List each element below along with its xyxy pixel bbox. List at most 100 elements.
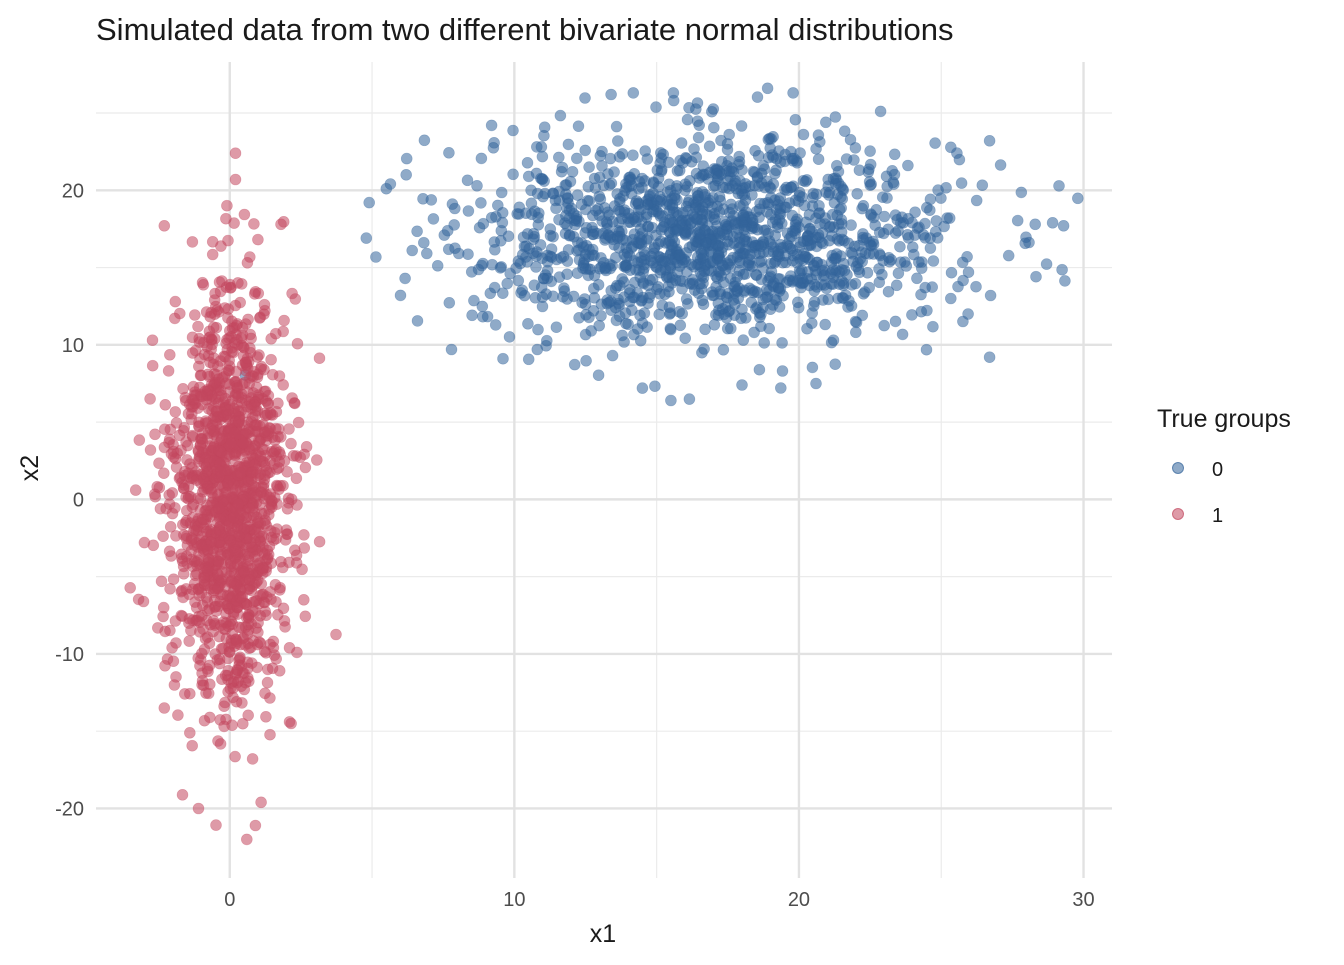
data-point-group-0 (625, 179, 638, 192)
data-point-group-0 (448, 202, 461, 215)
data-point-group-0 (721, 143, 734, 156)
data-point-group-1 (243, 574, 256, 586)
data-point-group-0 (417, 236, 430, 249)
data-point-group-0 (955, 177, 968, 189)
data-point-group-0 (662, 237, 675, 249)
data-point-group-0 (536, 150, 549, 163)
data-point-group-0 (582, 269, 595, 282)
data-point-group-0 (605, 177, 618, 190)
data-point-group-1 (215, 240, 227, 252)
data-point-group-1 (228, 217, 240, 229)
data-point-group-1 (137, 595, 150, 608)
data-point-group-1 (239, 356, 252, 369)
data-point-group-1 (255, 360, 268, 373)
data-point-group-1 (242, 709, 254, 722)
data-point-group-1 (177, 518, 189, 531)
data-point-group-1 (197, 513, 210, 526)
data-point-group-0 (708, 211, 720, 224)
data-point-group-1 (255, 486, 268, 499)
data-point-group-0 (638, 307, 651, 319)
data-point-group-1 (242, 672, 254, 684)
data-point-group-0 (1046, 217, 1059, 229)
data-point-group-1 (234, 508, 247, 520)
data-point-group-0 (733, 237, 746, 249)
data-point-group-0 (892, 267, 905, 280)
data-point-group-1 (214, 466, 227, 478)
data-point-group-1 (146, 359, 159, 372)
data-point-group-0 (881, 180, 894, 193)
data-point-group-0 (723, 128, 736, 141)
data-point-group-0 (717, 343, 730, 356)
data-point-group-0 (878, 319, 891, 332)
data-point-group-0 (625, 242, 638, 254)
data-point-group-0 (556, 161, 569, 174)
data-point-group-0 (791, 296, 804, 309)
data-point-group-1 (252, 233, 264, 246)
data-point-group-0 (890, 279, 903, 292)
data-point-group-1 (243, 612, 255, 624)
data-point-group-0 (671, 224, 684, 237)
data-point-group-0 (675, 137, 688, 149)
data-point-group-0 (614, 193, 626, 205)
data-point-group-1 (200, 525, 213, 538)
data-point-group-0 (562, 138, 575, 151)
data-point-group-0 (864, 145, 876, 157)
data-point-group-1 (223, 378, 235, 390)
data-point-group-0 (812, 153, 825, 165)
data-point-group-0 (663, 308, 676, 320)
data-point-group-1 (220, 450, 233, 463)
data-point-group-1 (192, 802, 205, 815)
data-point-group-1 (289, 293, 302, 305)
data-point-group-1 (192, 320, 204, 333)
data-point-group-0 (700, 237, 712, 249)
data-point-group-1 (211, 490, 224, 502)
data-point-group-1 (246, 753, 259, 765)
data-point-group-1 (182, 492, 194, 505)
data-point-group-0 (636, 317, 649, 330)
data-point-group-1 (229, 147, 242, 159)
data-point-group-0 (531, 246, 543, 258)
data-point-group-1 (255, 796, 267, 809)
data-point-group-1 (183, 617, 195, 629)
data-point-group-1 (209, 582, 221, 595)
data-point-group-0 (739, 178, 752, 190)
data-point-group-0 (983, 135, 996, 147)
data-point-group-0 (853, 266, 866, 279)
data-point-group-0 (538, 175, 550, 187)
data-point-group-0 (394, 289, 407, 302)
data-point-group-0 (612, 293, 624, 306)
data-point-group-0 (420, 247, 433, 260)
data-point-group-0 (787, 87, 799, 99)
data-point-group-0 (865, 178, 878, 191)
data-point-group-1 (276, 561, 289, 574)
data-point-group-0 (653, 288, 666, 300)
data-point-group-0 (522, 353, 535, 366)
data-point-group-1 (272, 397, 284, 410)
data-point-group-0 (476, 300, 489, 313)
data-point-group-0 (896, 328, 909, 341)
data-point-group-1 (226, 345, 238, 358)
data-point-group-0 (598, 202, 611, 214)
data-point-group-0 (912, 256, 925, 268)
data-point-group-1 (266, 368, 279, 381)
data-point-group-0 (759, 181, 771, 194)
data-point-group-1 (169, 406, 182, 418)
data-point-group-0 (819, 318, 832, 331)
data-point-group-0 (809, 264, 822, 277)
data-point-group-1 (229, 750, 241, 763)
data-point-group-0 (681, 298, 694, 310)
data-point-group-0 (833, 203, 846, 216)
data-point-group-0 (475, 197, 487, 209)
data-point-group-1 (285, 437, 297, 450)
data-point-group-1 (231, 663, 243, 676)
data-point-group-1 (186, 429, 199, 442)
data-point-group-0 (944, 292, 957, 305)
data-point-group-1 (149, 490, 162, 503)
data-point-group-1 (210, 605, 223, 617)
data-point-group-0 (956, 256, 969, 269)
data-point-group-0 (695, 247, 708, 260)
data-point-group-1 (192, 492, 204, 505)
data-point-group-0 (490, 211, 502, 223)
data-point-group-0 (873, 226, 886, 239)
data-point-group-0 (846, 248, 859, 260)
